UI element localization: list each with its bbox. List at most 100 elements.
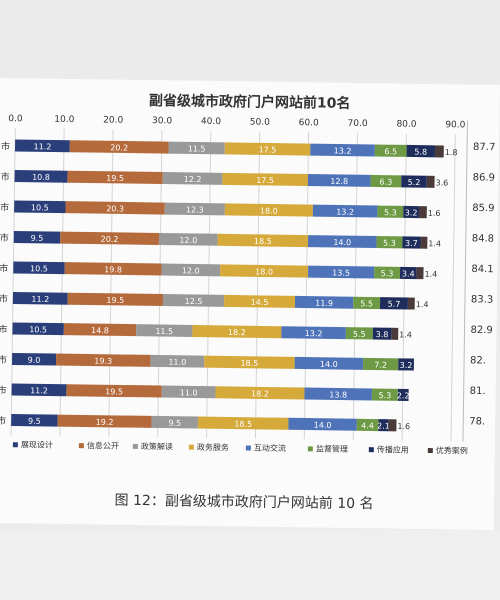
data-label: 17.5	[259, 145, 277, 154]
data-label: 11.0	[180, 388, 198, 397]
bar-segment	[60, 231, 160, 245]
bar-segment	[376, 236, 403, 249]
bar-segment	[67, 292, 164, 307]
data-label: 18.2	[251, 389, 269, 398]
bar-segment	[391, 327, 399, 340]
total-label: 81.	[470, 386, 486, 397]
bar-segment	[294, 295, 354, 309]
bar-segment	[416, 267, 424, 280]
data-label: 5.8	[414, 148, 427, 157]
bar-segment	[401, 175, 427, 188]
data-label: 19.8	[104, 265, 122, 274]
bar-segment	[161, 263, 221, 277]
legend-swatch	[368, 447, 374, 453]
x-tick-label: 10.0	[54, 115, 74, 125]
bar-segment	[13, 261, 65, 275]
bar-segment	[310, 143, 375, 157]
data-label: 14.0	[333, 238, 351, 247]
bar-segment	[307, 235, 377, 249]
data-label: 5.3	[378, 391, 391, 400]
category-label: 市	[0, 262, 8, 274]
data-label: 3.8	[376, 330, 389, 339]
printed-page: 副省级城市政府门户网站前10名 0.0 10.0 20.0 30.0 40.0 50.0 6…	[0, 78, 500, 530]
x-tick-label: 90.0	[445, 120, 465, 130]
data-label: 3.2	[405, 208, 418, 217]
data-label: 3.4	[402, 269, 415, 278]
bar-segment	[398, 358, 414, 371]
bar-segment	[12, 291, 68, 305]
bar-segment	[294, 356, 364, 370]
x-tick-label: 50.0	[250, 117, 270, 127]
legend-label: 互动交流	[254, 443, 286, 453]
data-label: 9.5	[31, 234, 44, 243]
x-tick-label: 40.0	[201, 117, 221, 127]
data-label: 1.4	[424, 270, 437, 279]
data-label: 4.4	[361, 421, 374, 430]
bar-segment	[406, 144, 436, 158]
data-label: 1.6	[428, 209, 441, 218]
figure-caption: 图 12：副省级城市政府门户网站前 10 名	[114, 492, 374, 513]
bar-segment	[312, 204, 378, 218]
data-label: 14.8	[91, 326, 109, 335]
data-label: 9.0	[28, 356, 41, 365]
bar-segment	[388, 419, 397, 432]
total-label: 78.	[469, 416, 485, 427]
bar-segment	[11, 383, 67, 397]
bar-segment	[161, 385, 216, 399]
total-label: 86.9	[473, 172, 495, 183]
bar-segment	[377, 205, 404, 218]
bar-segment	[217, 233, 309, 248]
bar-segment	[57, 414, 152, 428]
data-label: 18.5	[254, 237, 272, 246]
bar-segment	[158, 232, 218, 246]
data-label: 20.3	[106, 204, 124, 213]
total-label: 84.8	[472, 233, 494, 244]
data-label: 9.5	[168, 419, 181, 428]
bar-segment	[215, 386, 305, 400]
bar-segment	[403, 205, 420, 219]
legend-label: 政策解读	[141, 441, 173, 451]
total-label: 87.7	[473, 142, 495, 153]
data-label: 6.3	[379, 178, 392, 187]
bar-segment	[407, 297, 415, 310]
x-tick-label: 60.0	[299, 118, 319, 128]
bar-segment	[418, 206, 427, 219]
total-label: 85.9	[472, 203, 494, 214]
bar-segment	[362, 357, 399, 371]
data-label: 18.5	[240, 359, 258, 368]
data-label: 9.5	[28, 417, 41, 426]
bar-segment	[222, 172, 309, 187]
data-label: 19.5	[106, 174, 124, 183]
bar-segment	[55, 353, 151, 367]
total-label: 83.3	[471, 294, 493, 305]
legend-swatch	[12, 442, 18, 448]
x-tick-label: 0.0	[8, 114, 23, 124]
bar-segment	[308, 265, 375, 279]
bar-segment	[224, 142, 311, 156]
bar-segment	[304, 387, 373, 401]
category-label: 市	[0, 415, 6, 427]
data-label: 14.0	[320, 360, 338, 369]
data-label: 6.5	[384, 147, 397, 156]
legend-label: 信息公开	[87, 440, 119, 450]
data-label: 12.2	[184, 175, 202, 184]
gridline	[450, 134, 456, 442]
legend-swatch	[78, 443, 84, 449]
legend-label: 优秀案例	[436, 445, 468, 455]
bar-segment	[12, 322, 64, 336]
x-tick-label: 80.0	[396, 120, 416, 130]
bar-segment	[65, 201, 165, 215]
legend-swatch	[427, 448, 433, 454]
bar-segment	[197, 416, 289, 430]
bar-segment	[69, 140, 169, 154]
data-label: 19.3	[94, 357, 112, 366]
data-label: 2.2	[397, 391, 410, 400]
legend-swatch	[307, 446, 313, 452]
data-label: 5.5	[353, 330, 366, 339]
bar-segment	[204, 355, 295, 369]
bar-segment	[67, 170, 163, 185]
bar-segment	[345, 327, 373, 340]
bar-segment	[224, 294, 296, 308]
x-tick-label: 70.0	[348, 119, 368, 129]
